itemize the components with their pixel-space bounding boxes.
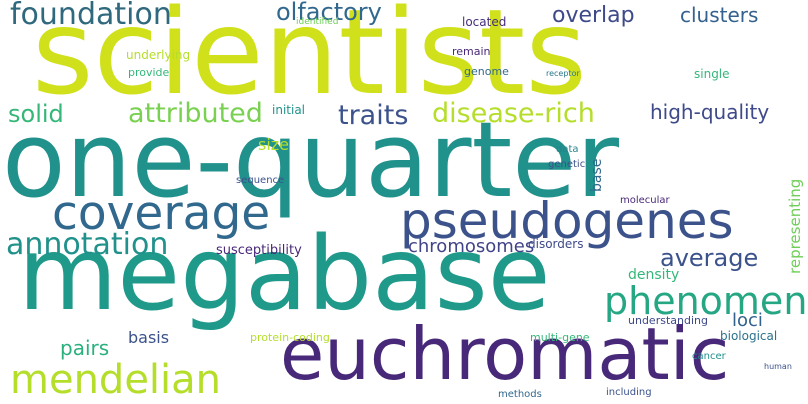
word-genome: genome [464,65,509,78]
word-methods: methods [498,389,542,400]
word-overlap: overlap [552,3,635,28]
word-chromosomes: chromosomes [408,236,535,257]
word-initial: initial [272,103,305,117]
word-molecular: molecular [620,195,670,206]
word-provide: provide [128,66,170,79]
word-mendelian: mendelian [10,357,222,403]
word-genetic: genetic [548,159,586,170]
word-multi-gene: multi-gene [530,331,590,344]
word-human: human [764,362,792,371]
word-basis: basis [128,328,170,347]
word-representing: representing [786,178,804,274]
word-receptor: receptor [546,69,580,78]
word-biological: biological [720,329,778,343]
word-attributed: attributed [128,98,263,129]
word-disease-rich: disease-rich [432,98,595,129]
word-coverage: coverage [52,186,271,241]
word-megabase: megabase [18,215,551,334]
word-including: including [606,387,652,398]
word-identified: identified [296,17,339,27]
word-scientists: scientists [32,0,587,121]
word-susceptibility: susceptibility [216,243,302,258]
word-data: data [556,144,579,155]
word-cancer: cancer [692,351,726,362]
word-solid: solid [8,100,64,128]
word-sequence: sequence [236,175,285,186]
word-single: single [694,67,730,81]
word-average: average [660,244,759,272]
word-one-quarter: one-quarter [2,99,619,221]
word-olfactory: olfactory [276,0,382,26]
word-disorders: disorders [528,237,584,251]
word-located: located [462,15,507,29]
word-high-quality: high-quality [650,100,770,124]
word-remain: remain [452,45,491,58]
word-euchromatic: euchromatic [280,312,730,396]
word-pseudogenes: pseudogenes [400,192,734,250]
word-loci: loci [732,310,763,331]
word-foundation: foundation [10,0,172,32]
word-traits: traits [338,100,409,131]
word-phenomena: phenomena [604,279,808,323]
word-annotation: annotation [6,227,169,262]
word-size: size [258,135,290,154]
word-pairs: pairs [60,336,110,360]
word-underlying: underlying [126,48,191,62]
word-base: base [589,158,605,192]
word-protein-coding: protein-coding [250,331,330,344]
word-density: density [628,267,680,283]
word-understanding: understanding [628,314,708,327]
word-clusters: clusters [680,3,759,27]
